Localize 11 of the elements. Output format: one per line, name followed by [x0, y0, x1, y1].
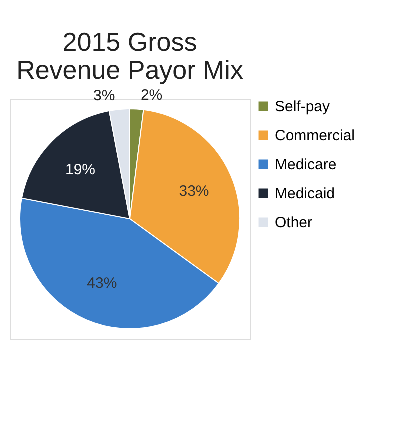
legend-label: Self-pay: [275, 98, 331, 116]
data-label: 43%: [87, 275, 118, 292]
legend-label: Other: [275, 214, 313, 232]
data-label: 19%: [65, 162, 96, 179]
data-label: 33%: [179, 183, 210, 200]
data-label: 2%: [140, 87, 163, 104]
chart-title: 2015 Gross Revenue Payor Mix: [16, 27, 244, 86]
legend-label: Medicaid: [275, 186, 336, 202]
legend-label: Commercial: [275, 128, 356, 144]
data-label: 3%: [93, 88, 116, 105]
legend-label: Medicare: [275, 156, 337, 174]
